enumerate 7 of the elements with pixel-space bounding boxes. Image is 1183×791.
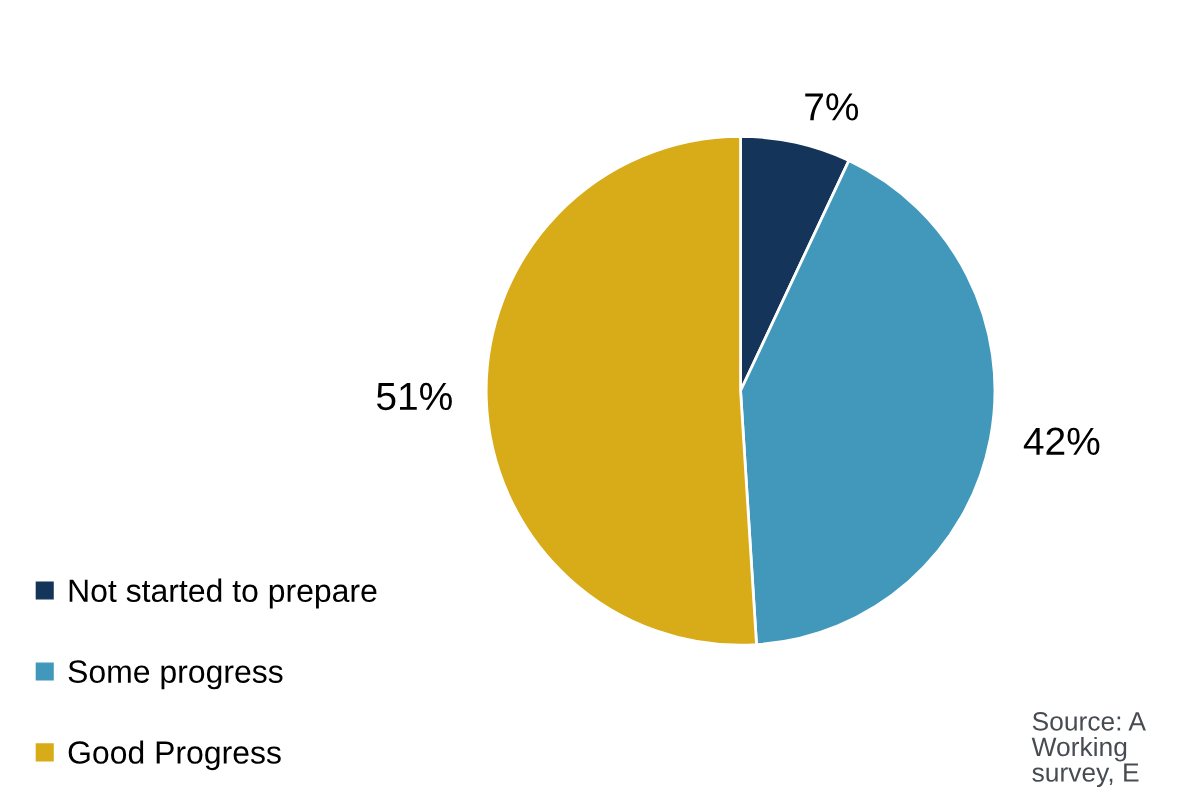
legend-label: Good Progress: [68, 740, 281, 771]
source-note: Source: A Working survey, E: [1031, 712, 1146, 788]
data-label: 42%: [1023, 427, 1100, 455]
data-label: 7%: [805, 93, 859, 121]
legend-label: Not started to prepare: [69, 578, 377, 609]
legend-label: Some progress: [68, 660, 283, 690]
data-label: 51%: [376, 382, 452, 411]
